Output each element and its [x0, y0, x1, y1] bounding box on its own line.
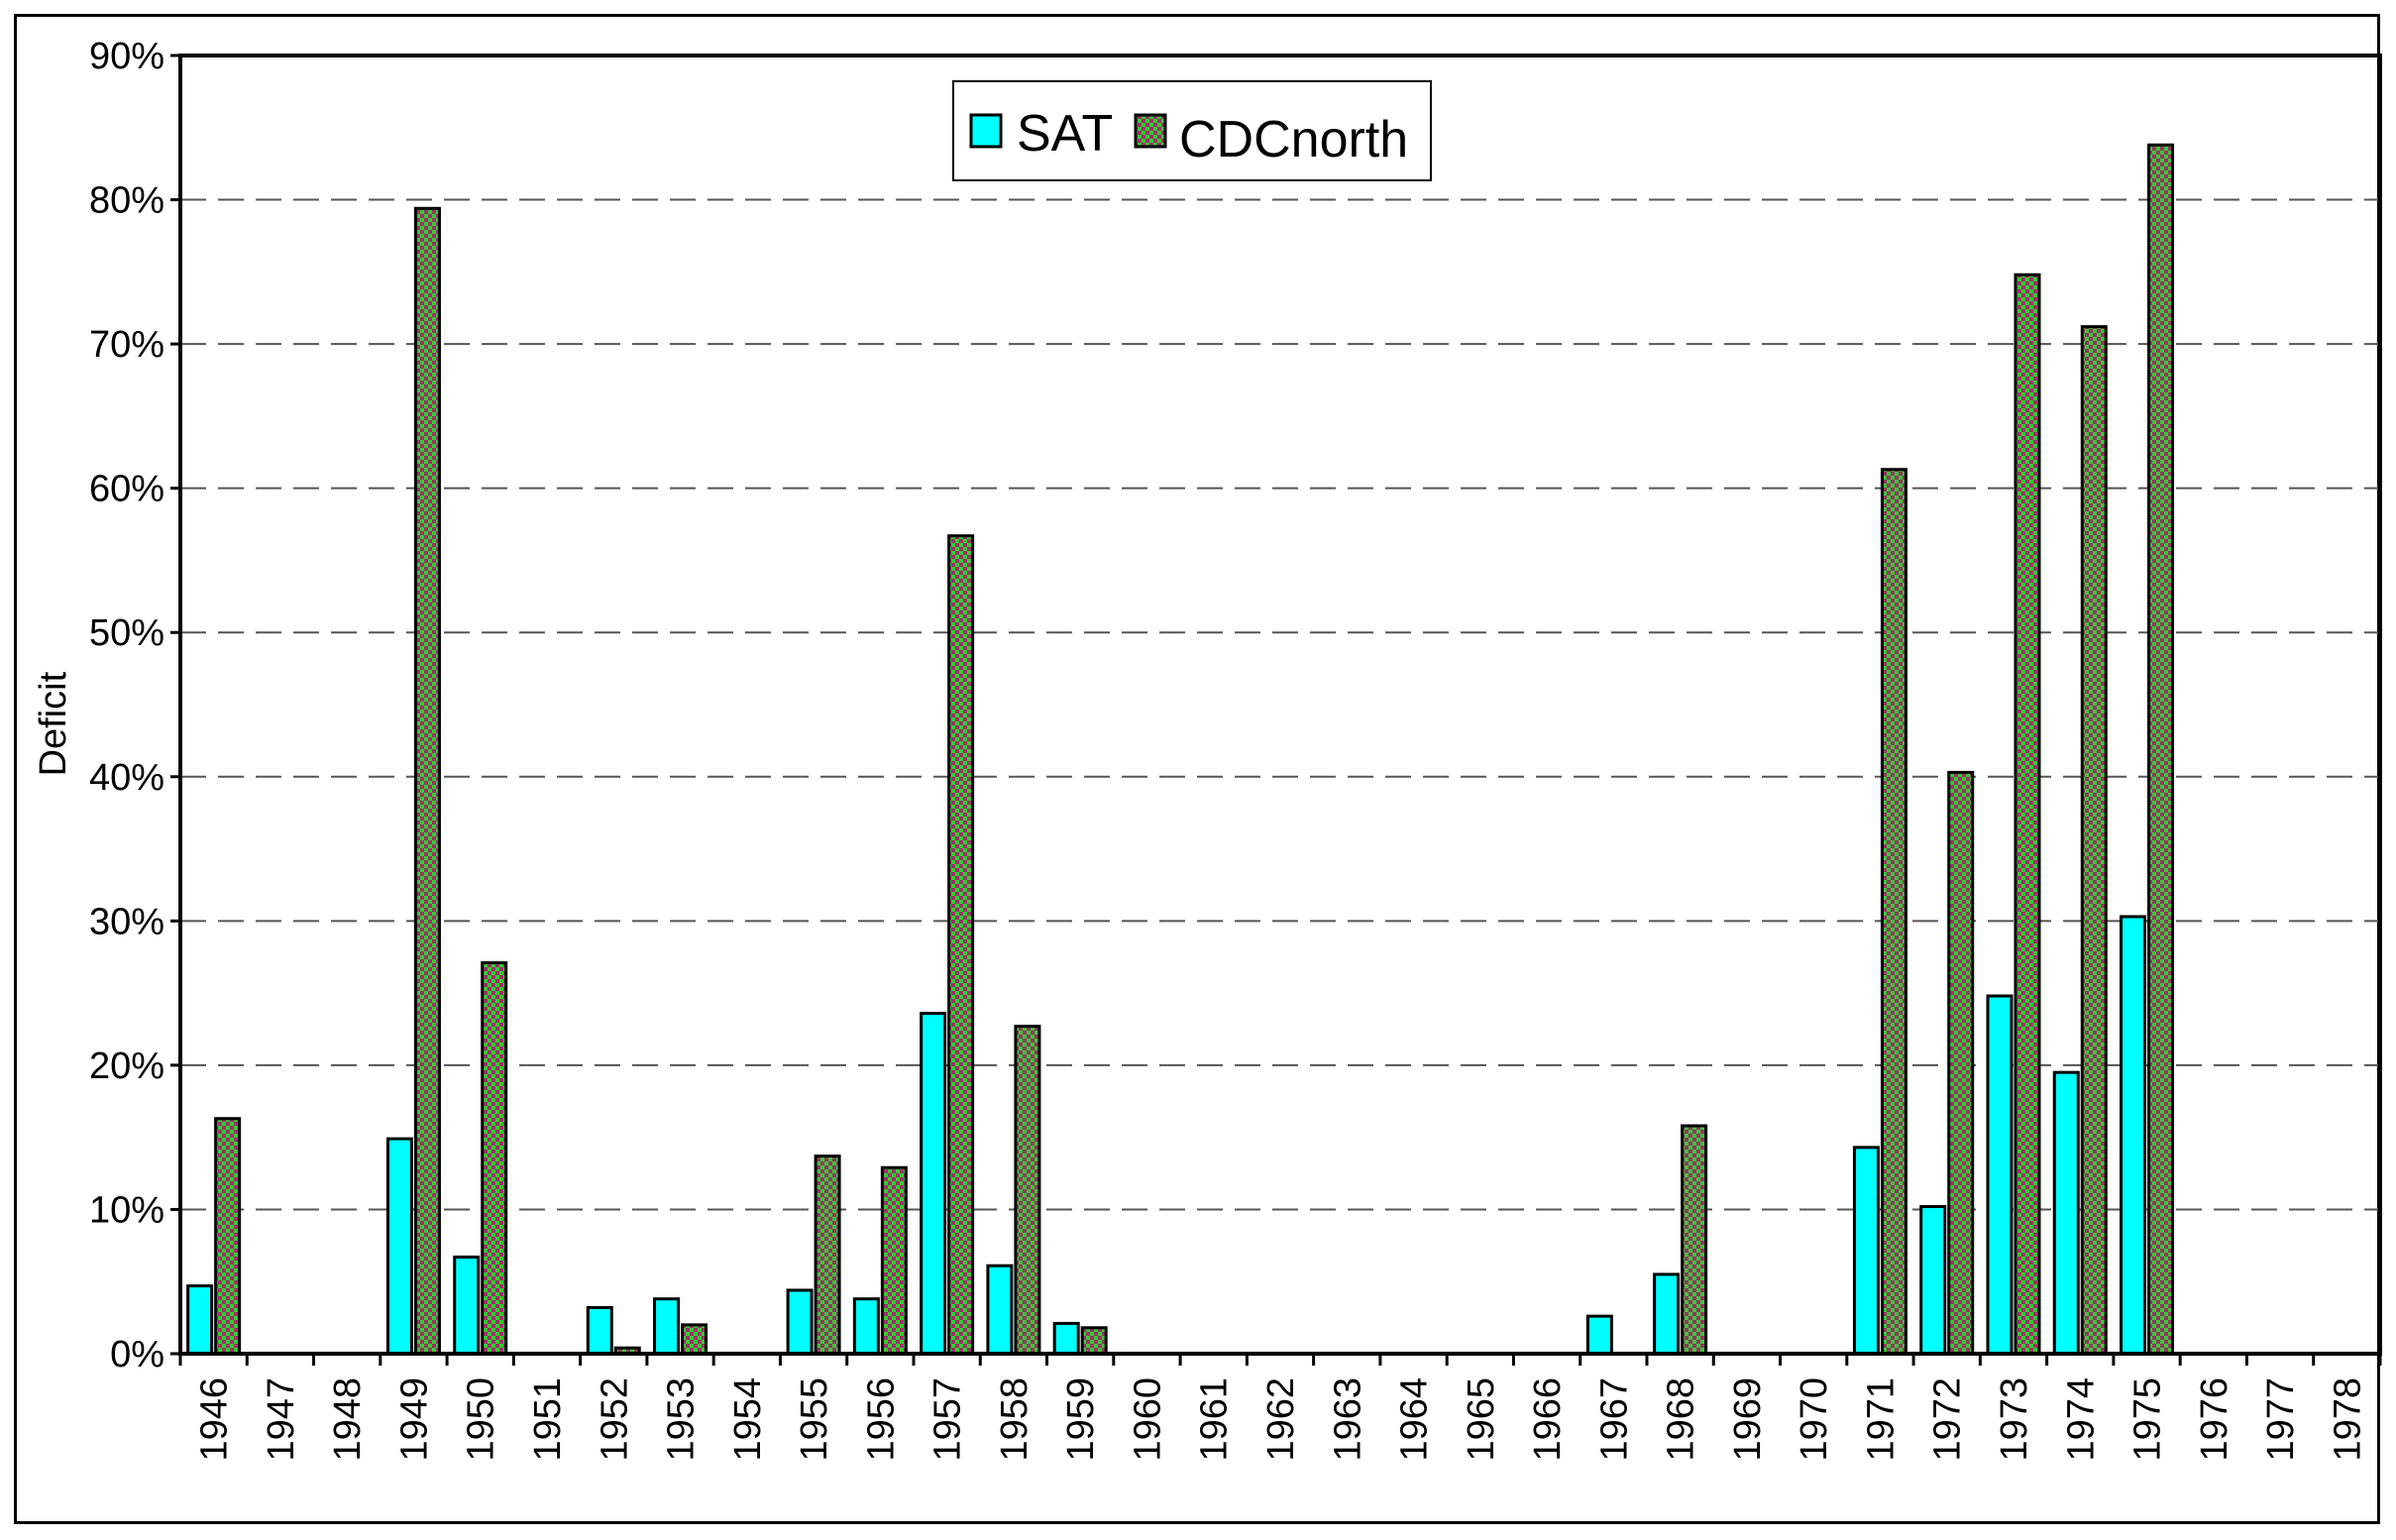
x-tick-label: 1957: [927, 1377, 969, 1462]
bar-cdcnorth-1971: [1880, 468, 1907, 1356]
x-tick-label: 1973: [1994, 1377, 2035, 1462]
x-tick-label: 1956: [860, 1377, 902, 1462]
bar-cdcnorth-1958: [1014, 1025, 1041, 1356]
x-tick-label: 1950: [461, 1377, 502, 1462]
x-tick-label: 1964: [1394, 1377, 1436, 1462]
x-tick-label: 1972: [1927, 1377, 1969, 1462]
bar-cdcnorth-1975: [2147, 143, 2175, 1356]
bar-cdcnorth-1972: [1947, 770, 1975, 1356]
bars: [186, 143, 2175, 1356]
x-tick-label: 1962: [1260, 1377, 1302, 1462]
x-tick-label: 1968: [1661, 1377, 1702, 1462]
bar-cdcnorth-1949: [413, 206, 441, 1356]
y-tick-label: 50%: [89, 612, 164, 654]
x-tick-label: 1947: [261, 1377, 302, 1462]
bar-cdcnorth-1973: [2014, 273, 2041, 1356]
y-tick-label: 60%: [89, 469, 164, 510]
y-tick-label: 0%: [110, 1334, 164, 1375]
x-tick-label: 1959: [1060, 1377, 1102, 1462]
legend-box: [952, 80, 1432, 181]
y-tick-label: 90%: [89, 36, 164, 77]
legend-label-cdcnorth: CDCnorth: [1179, 111, 1408, 168]
x-tick-label: 1966: [1527, 1377, 1569, 1462]
bar-sat-1952: [586, 1305, 613, 1356]
bar-cdcnorth-1959: [1080, 1326, 1108, 1356]
x-tick-label: 1965: [1461, 1377, 1502, 1462]
bar-sat-1953: [653, 1297, 681, 1356]
x-tick-label: 1977: [2260, 1377, 2302, 1462]
y-tick-label: 30%: [89, 901, 164, 942]
bar-sat-1973: [1986, 994, 2014, 1356]
y-axis: 0% 10% 20% 30% 40% 50% 60% 70% 80% 90%: [89, 36, 180, 1375]
x-tick-label: 1949: [393, 1377, 435, 1462]
bar-sat-1956: [852, 1297, 880, 1356]
bar-sat-1958: [986, 1264, 1014, 1356]
x-tick-label: 1946: [194, 1377, 236, 1462]
legend: SAT CDCnorth: [952, 80, 1432, 181]
x-tick-label: 1971: [1860, 1377, 1902, 1462]
y-tick-label: 40%: [89, 757, 164, 799]
x-tick-label: 1969: [1727, 1377, 1769, 1462]
x-tick-label: 1976: [2194, 1377, 2235, 1462]
bar-cdcnorth-1968: [1681, 1124, 1708, 1356]
bar-sat-1972: [1919, 1205, 1947, 1356]
x-tick-label: 1975: [2127, 1377, 2169, 1462]
y-tick-label: 10%: [89, 1189, 164, 1231]
y-tick-label: 80%: [89, 180, 164, 222]
bar-cdcnorth-1955: [814, 1155, 841, 1356]
bar-sat-1967: [1585, 1314, 1613, 1356]
gridlines: [180, 198, 2380, 1211]
x-tick-label: 1951: [527, 1377, 569, 1462]
x-tick-label: 1974: [2060, 1377, 2102, 1462]
bar-sat-1949: [385, 1137, 413, 1356]
bar-sat-1968: [1653, 1272, 1681, 1356]
legend-swatch-cdcnorth: [1134, 113, 1167, 149]
x-axis: 1946 1947 1948 1949 1950 1951 1952 1953 1954 1955…: [178, 1354, 2382, 1462]
x-tick-label: 1954: [727, 1377, 769, 1462]
bar-cdcnorth-1956: [880, 1165, 908, 1356]
x-tick-label: 1961: [1194, 1377, 1236, 1462]
bar-cdcnorth-1950: [481, 961, 508, 1356]
x-tick-label: 1955: [794, 1377, 835, 1462]
bar-cdcnorth-1953: [681, 1323, 708, 1356]
x-tick-label: 1978: [2327, 1377, 2368, 1462]
bar-sat-1946: [186, 1284, 214, 1356]
x-tick-label: 1958: [994, 1377, 1035, 1462]
x-tick-label: 1948: [327, 1377, 369, 1462]
y-tick-label: 70%: [89, 324, 164, 366]
x-tick-label: 1953: [661, 1377, 703, 1462]
bar-cdcnorth-1946: [214, 1117, 242, 1356]
x-tick-label: 1960: [1127, 1377, 1168, 1462]
bar-sat-1975: [2120, 915, 2147, 1356]
legend-swatch-sat: [969, 113, 1003, 149]
plot-area-border: [178, 54, 2382, 1356]
bar-cdcnorth-1974: [2080, 325, 2108, 1356]
bar-sat-1950: [453, 1255, 481, 1356]
bar-sat-1955: [786, 1288, 814, 1356]
bar-sat-1957: [920, 1011, 947, 1356]
bar-sat-1974: [2052, 1070, 2080, 1356]
x-tick-label: 1967: [1593, 1377, 1635, 1462]
legend-label-sat: SAT: [1017, 105, 1113, 163]
y-tick-label: 20%: [89, 1045, 164, 1087]
x-tick-label: 1963: [1327, 1377, 1368, 1462]
bar-sat-1971: [1852, 1146, 1880, 1356]
x-tick-label: 1970: [1794, 1377, 1835, 1462]
bar-cdcnorth-1957: [947, 534, 975, 1356]
x-tick-label: 1952: [594, 1377, 635, 1462]
y-axis-title: Deficit: [33, 671, 74, 776]
bar-sat-1959: [1052, 1321, 1080, 1356]
